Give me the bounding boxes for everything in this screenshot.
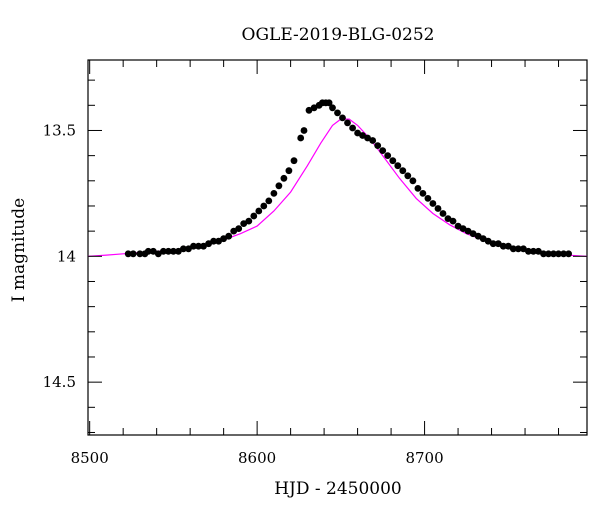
data-point bbox=[190, 242, 197, 250]
plot-border bbox=[87, 59, 588, 436]
data-point bbox=[560, 250, 567, 258]
data-point bbox=[464, 227, 472, 235]
data-point bbox=[235, 225, 243, 233]
data-point bbox=[545, 250, 552, 258]
data-point bbox=[419, 190, 427, 197]
data-point bbox=[260, 202, 268, 210]
data-point bbox=[399, 167, 407, 175]
data-point bbox=[297, 134, 305, 142]
data-point bbox=[240, 220, 248, 228]
data-point bbox=[525, 247, 532, 255]
x-tick-label: 8600 bbox=[238, 449, 276, 467]
data-point bbox=[275, 182, 283, 190]
data-point bbox=[305, 106, 313, 114]
data-point bbox=[514, 245, 522, 253]
data-point bbox=[394, 162, 402, 170]
y-axis-label: I magnitude bbox=[9, 198, 29, 302]
data-points bbox=[124, 99, 572, 258]
data-point bbox=[129, 250, 137, 258]
data-point bbox=[379, 147, 387, 155]
data-point bbox=[170, 247, 177, 255]
data-point bbox=[210, 237, 218, 245]
data-point bbox=[535, 247, 542, 255]
x-tick-label: 8700 bbox=[405, 449, 443, 467]
data-point bbox=[364, 134, 371, 142]
data-point bbox=[434, 205, 442, 212]
data-point bbox=[265, 197, 273, 205]
y-tick-label: 13.5 bbox=[43, 121, 76, 139]
data-point bbox=[124, 250, 132, 258]
data-point bbox=[180, 245, 187, 253]
data-point bbox=[424, 195, 432, 202]
data-point bbox=[555, 250, 562, 258]
data-point bbox=[136, 250, 144, 258]
data-point bbox=[225, 232, 233, 240]
data-point bbox=[220, 235, 228, 243]
data-point bbox=[469, 230, 477, 238]
data-point bbox=[165, 247, 172, 255]
data-point bbox=[245, 217, 253, 225]
data-point bbox=[200, 242, 207, 250]
data-point bbox=[285, 167, 293, 175]
model-line bbox=[87, 118, 588, 257]
data-point bbox=[270, 190, 278, 197]
data-point bbox=[339, 114, 346, 122]
data-point bbox=[499, 242, 507, 250]
data-point bbox=[300, 127, 308, 134]
tick-labels: 8500 8600 8700 13.5 14 14.5 bbox=[43, 121, 444, 467]
data-point bbox=[389, 157, 397, 165]
data-point bbox=[195, 242, 202, 250]
x-tick-label: 8500 bbox=[71, 449, 109, 467]
data-point bbox=[160, 247, 167, 255]
data-point bbox=[509, 245, 517, 253]
data-point bbox=[565, 250, 572, 258]
axis-ticks bbox=[88, 60, 587, 435]
data-point bbox=[344, 119, 351, 127]
data-point bbox=[439, 210, 447, 217]
data-point bbox=[540, 250, 547, 258]
data-point bbox=[154, 250, 162, 258]
y-tick-label: 14 bbox=[57, 247, 76, 265]
data-point bbox=[255, 207, 263, 215]
data-point bbox=[384, 152, 392, 160]
data-point bbox=[185, 245, 192, 253]
plot-frame bbox=[87, 59, 588, 436]
data-point bbox=[290, 157, 298, 165]
data-point bbox=[250, 212, 258, 220]
data-point bbox=[414, 185, 422, 192]
data-point bbox=[144, 247, 152, 255]
data-point bbox=[429, 200, 437, 207]
data-point bbox=[325, 99, 333, 107]
data-point bbox=[374, 142, 382, 150]
data-point bbox=[409, 177, 417, 185]
data-point bbox=[489, 240, 497, 248]
data-point bbox=[550, 250, 557, 258]
data-point bbox=[504, 242, 512, 250]
data-point bbox=[334, 109, 341, 117]
data-point bbox=[329, 104, 336, 112]
x-axis-label: HJD - 2450000 bbox=[274, 479, 402, 499]
model-curve bbox=[87, 118, 588, 257]
y-tick-label: 14.5 bbox=[43, 373, 76, 391]
data-point bbox=[449, 217, 457, 225]
data-point bbox=[530, 247, 537, 255]
data-point bbox=[404, 172, 412, 180]
data-point bbox=[349, 124, 356, 132]
data-point bbox=[280, 174, 288, 182]
data-point bbox=[369, 137, 377, 144]
chart-title: OGLE-2019-BLG-0252 bbox=[242, 25, 435, 45]
